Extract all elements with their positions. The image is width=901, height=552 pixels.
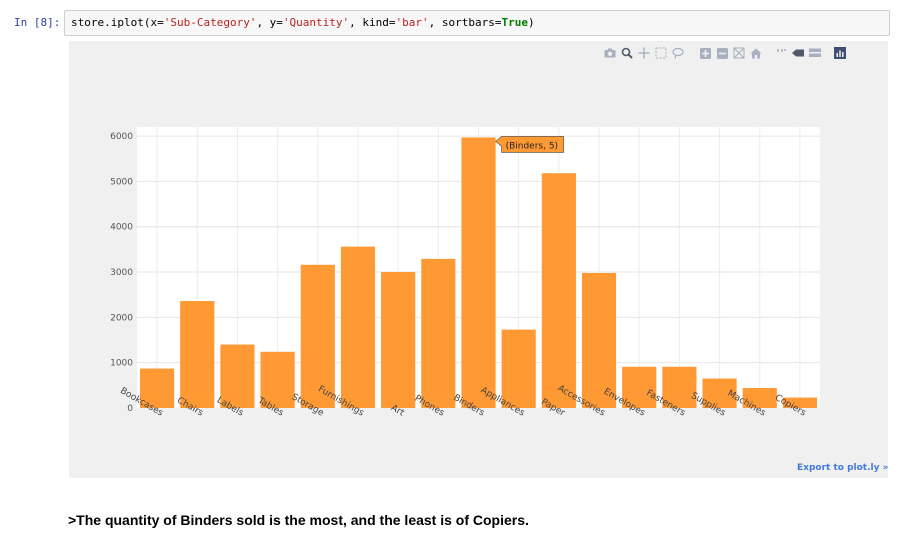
zoom-in-icon[interactable] [699, 47, 711, 59]
bar-labels[interactable] [220, 344, 255, 408]
export-to-plotly-link[interactable]: Export to plot.ly » [797, 463, 889, 473]
y-tick-label: 5000 [110, 177, 133, 187]
bar-fasteners[interactable] [662, 366, 697, 408]
bar-storage[interactable] [300, 264, 335, 408]
bar-furnishings[interactable] [340, 246, 376, 408]
y-tick-label: 3000 [110, 268, 133, 278]
home-icon[interactable] [750, 47, 762, 59]
compare-hover-icon[interactable] [792, 47, 804, 59]
tooltip-text: (Binders, 5) [506, 141, 559, 151]
cell-prompt: In [8]: [14, 16, 61, 29]
y-axis-ticks: 0 1000 2000 3000 4000 5000 6000 [110, 132, 133, 414]
plot-modebar [604, 46, 851, 60]
camera-icon[interactable] [604, 47, 616, 59]
bar-appliances[interactable] [501, 329, 536, 408]
code-token: , sortbars= [428, 16, 502, 29]
code-token: , y= [256, 16, 283, 29]
code-token: 'Sub-Category' [163, 16, 257, 29]
bar-tables[interactable] [260, 351, 295, 408]
box-select-icon[interactable] [655, 47, 667, 59]
bar-accessories[interactable] [581, 272, 617, 408]
zoom-out-icon[interactable] [716, 47, 728, 59]
plotly-logo-icon[interactable] [834, 47, 846, 59]
bar-supplies[interactable] [702, 378, 737, 408]
y-tick-label: 4000 [110, 223, 133, 233]
code-token: 'Quantity' [282, 16, 350, 29]
spike-lines-icon[interactable] [775, 47, 787, 59]
bar-machines[interactable] [742, 388, 777, 408]
pan-icon[interactable] [638, 47, 650, 59]
code-token: store.iplot(x= [71, 16, 164, 29]
bar-phones[interactable] [421, 258, 456, 408]
bar-binders[interactable] [461, 137, 496, 408]
bar-copiers[interactable] [782, 397, 817, 408]
code-token: 'bar' [395, 16, 429, 29]
bars [140, 137, 817, 408]
bar-art[interactable] [381, 272, 416, 408]
code-token: ) [528, 16, 535, 29]
autoscale-icon[interactable] [733, 47, 745, 59]
y-tick-label: 0 [127, 404, 133, 414]
closest-hover-icon[interactable] [809, 47, 821, 59]
bar-bookcases[interactable] [140, 368, 175, 408]
zoom-icon[interactable] [621, 47, 633, 59]
tooltip-box [495, 136, 564, 153]
bar-chairs[interactable] [180, 301, 215, 408]
markdown-note: >The quantity of Binders sold is the mos… [68, 512, 529, 528]
y-tick-label: 6000 [110, 132, 133, 142]
hover-tooltip: (Binders, 5) [495, 136, 564, 153]
code-token: , kind= [349, 16, 396, 29]
code-input[interactable]: store.iplot(x='Sub-Category', y='Quantit… [64, 10, 890, 36]
y-tick-label: 1000 [110, 359, 133, 369]
bar-envelopes[interactable] [622, 366, 657, 408]
bar-paper[interactable] [541, 173, 576, 408]
code-token: True [501, 16, 529, 29]
y-tick-label: 2000 [110, 313, 133, 323]
lasso-icon[interactable] [672, 47, 684, 59]
